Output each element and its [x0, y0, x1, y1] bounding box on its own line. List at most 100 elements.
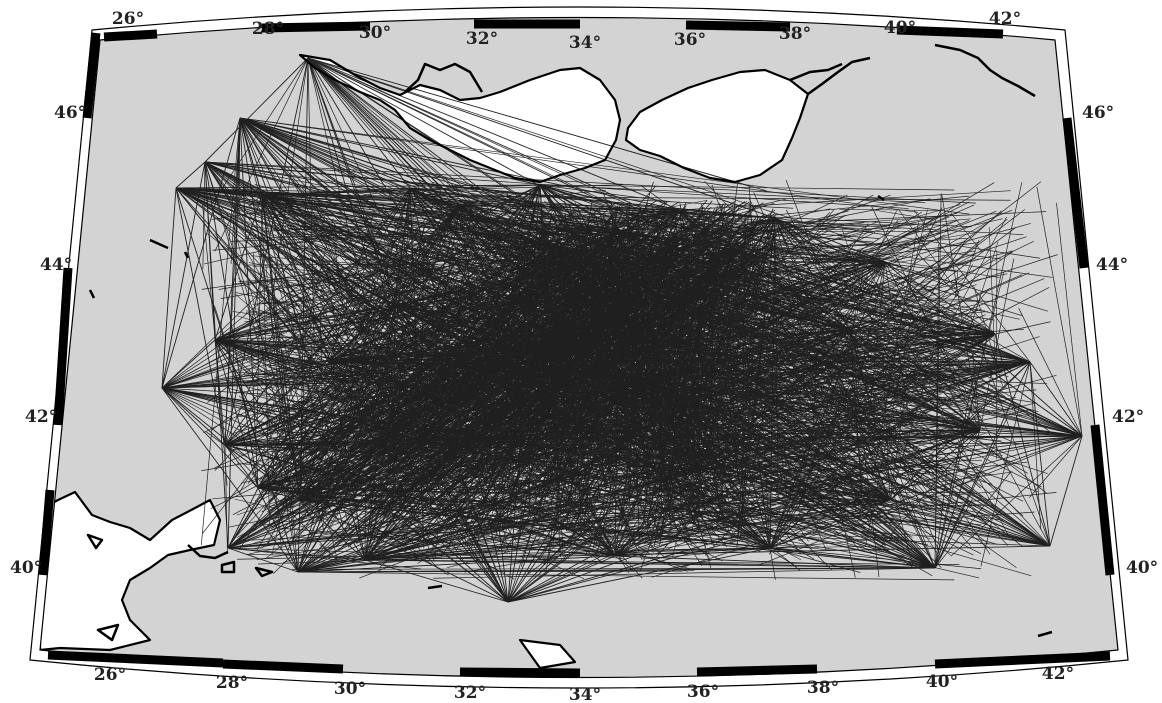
ray-path: [834, 351, 973, 400]
lat-label-right-3: 40°: [1126, 558, 1158, 578]
ray-path: [161, 296, 304, 389]
coast-caucasus: [934, 43, 1036, 98]
ray-path: [570, 261, 649, 543]
coast-small-3: [88, 289, 96, 299]
ray-path: [161, 187, 177, 389]
ray-path: [941, 194, 981, 431]
ray-path: [319, 544, 332, 555]
ray-path: [239, 117, 396, 306]
ray-path: [684, 251, 705, 482]
ray-path: [433, 237, 752, 444]
ray-path: [364, 263, 674, 441]
ray-path: [278, 204, 423, 406]
ray-path: [261, 194, 437, 385]
ray-path: [1029, 361, 1083, 437]
coast-islet-1: [86, 533, 104, 550]
ray-path: [344, 494, 513, 546]
ray-path: [350, 286, 710, 509]
ray-path: [524, 268, 573, 472]
ray-path: [227, 499, 301, 549]
ray-path: [385, 270, 729, 480]
ray-path: [670, 243, 705, 452]
ray-path: [443, 240, 640, 469]
ray-path: [356, 218, 649, 512]
ray-path: [907, 296, 996, 335]
ray-path: [161, 190, 426, 389]
ray-path: [898, 209, 960, 295]
lon-label-top-8: 42°: [989, 9, 1021, 29]
ray-path: [261, 202, 764, 513]
ray-path: [699, 373, 976, 533]
ray-path: [545, 248, 714, 451]
ray-path: [689, 215, 942, 383]
lon-label-bottom-4: 34°: [569, 685, 601, 703]
ray-path: [529, 211, 693, 520]
ray-path: [603, 534, 694, 551]
ray-path: [320, 257, 590, 457]
ray-path: [577, 228, 706, 519]
ray-path: [763, 464, 927, 485]
ray-path: [315, 268, 729, 521]
ray-path: [259, 460, 375, 531]
ray-path: [224, 444, 259, 489]
ray-path: [239, 117, 541, 186]
ray-path: [973, 286, 1003, 387]
ray-path: [476, 231, 543, 548]
ray-path: [839, 208, 942, 211]
ray-path: [938, 440, 958, 446]
ray-path: [252, 244, 522, 533]
land-masses: [40, 36, 810, 670]
ray-path: [161, 306, 859, 389]
ray-path: [433, 567, 936, 579]
ray-path: [842, 249, 877, 264]
ray-path: [884, 261, 1048, 312]
ray-path: [701, 204, 740, 449]
coast-bosphorus: [187, 544, 229, 560]
ray-path: [361, 237, 538, 479]
lat-label-left-1: 44°: [40, 255, 72, 275]
ray-path: [367, 233, 651, 458]
ray-path: [902, 294, 957, 378]
ray-path: [257, 254, 383, 489]
ray-path: [389, 285, 735, 427]
ray-path: [366, 239, 529, 522]
frame-bar-right-1: [1090, 424, 1115, 576]
ray-path: [299, 499, 881, 518]
ray-path: [339, 268, 699, 538]
ray-path: [307, 57, 776, 219]
ray-path: [934, 243, 940, 569]
ray-path: [303, 272, 672, 495]
ray-path: [271, 482, 511, 545]
ray-path: [239, 117, 918, 213]
ray-path: [261, 287, 593, 549]
ray-path: [277, 242, 601, 488]
ray-path: [775, 295, 1031, 363]
ray-path: [623, 242, 758, 449]
coast-north-estuary: [404, 62, 484, 93]
ray-path: [995, 250, 998, 460]
ray-path: [266, 248, 531, 437]
ray-path: [297, 571, 955, 581]
ray-path: [929, 429, 981, 440]
ray-path: [763, 252, 950, 493]
ray-path: [722, 497, 879, 543]
ray-path: [307, 57, 867, 244]
ray-path: [317, 250, 551, 506]
ray-path: [612, 239, 775, 546]
ray-path: [312, 205, 531, 281]
frame-bar-left-0: [82, 32, 101, 119]
ray-path: [499, 544, 624, 560]
ray-path: [602, 524, 900, 539]
ray-path: [366, 243, 693, 526]
ray-path: [326, 268, 340, 345]
ray-path: [263, 221, 552, 509]
ray-path: [743, 350, 776, 519]
ray-path: [700, 285, 703, 428]
ray-path: [480, 273, 710, 536]
ray-path: [239, 117, 354, 252]
ray-path: [239, 329, 373, 355]
ray-path: [614, 555, 936, 569]
lon-label-top-1: 28°: [252, 19, 284, 39]
ray-path: [275, 218, 334, 454]
ray-path: [421, 278, 749, 471]
